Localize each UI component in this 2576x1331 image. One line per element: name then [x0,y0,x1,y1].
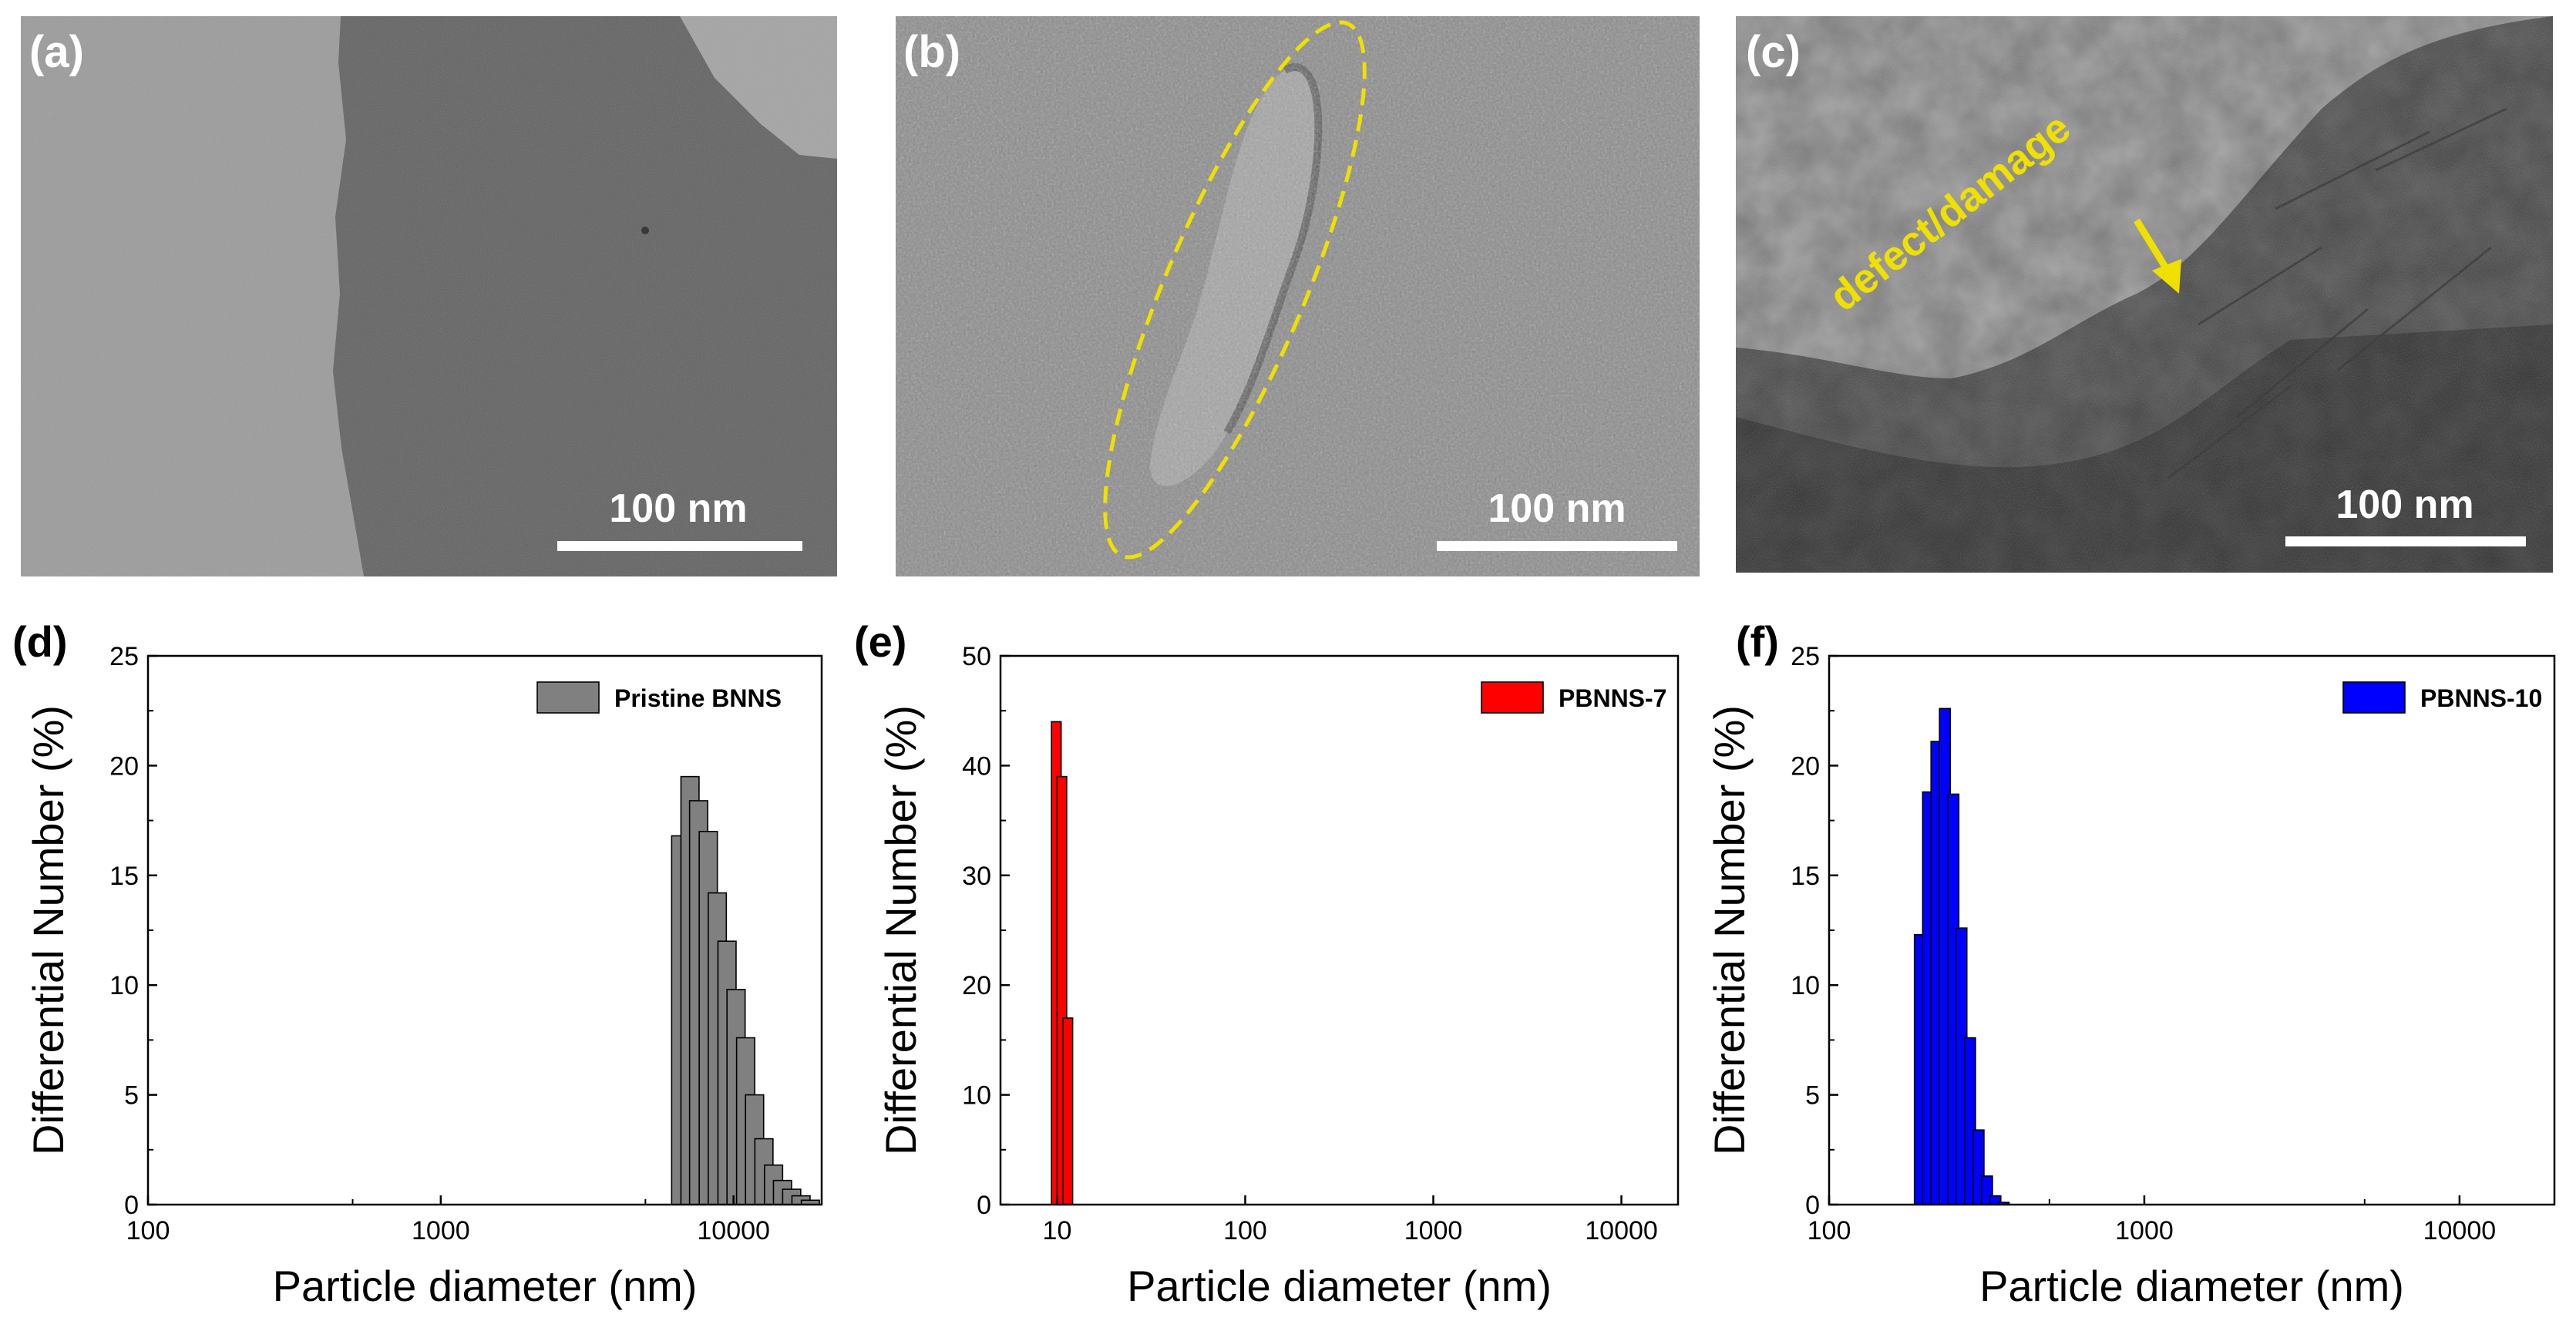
y-tick-label: 50 [962,642,991,671]
x-axis-title: Particle diameter (nm) [1979,1262,2404,1310]
y-tick-label: 40 [962,751,991,781]
legend-label: PBNNS-7 [1559,684,1666,712]
panel-label-d: (d) [12,617,68,666]
scale-bar-label-b: 100 nm [1488,486,1626,531]
y-tick-label: 20 [1791,751,1820,781]
y-tick-label: 20 [109,751,139,781]
x-axis-title: Particle diameter (nm) [273,1262,698,1310]
legend-swatch [1481,681,1544,714]
tem-image-c: defect/damage [1736,16,2553,573]
legend-label: Pristine BNNS [614,684,782,712]
y-tick-label: 10 [1791,971,1820,1000]
legend-swatch [536,681,600,714]
annotation-arrow [2134,218,2181,294]
x-tick-label: 10000 [2423,1216,2497,1245]
x-tick-label: 10 [1043,1216,1072,1245]
scale-bar-c [2285,536,2526,546]
tem-image-b [896,16,1700,576]
legend-swatch [2342,681,2406,714]
y-axis-title: Differential Number (%) [1705,705,1754,1155]
y-tick-label: 5 [124,1081,139,1111]
x-tick-label: 1000 [412,1216,470,1245]
tem-image-a [21,16,837,576]
x-tick-label: 1000 [2115,1216,2174,1245]
panel-label-e: (e) [854,617,907,666]
y-tick-label: 15 [1791,862,1820,891]
highlight-ellipse [1103,20,1367,560]
y-tick-label: 25 [1791,642,1820,671]
y-axis-title: Differential Number (%) [876,705,925,1155]
y-tick-label: 30 [962,862,991,891]
x-tick-label: 100 [1808,1216,1851,1245]
y-tick-label: 0 [124,1191,139,1220]
y-tick-label: 20 [962,971,991,1000]
x-tick-label: 100 [1223,1216,1267,1245]
panel-label-f: (f) [1736,617,1779,666]
x-axis-title: Particle diameter (nm) [1127,1262,1552,1310]
y-tick-label: 5 [1805,1081,1820,1111]
y-tick-label: 10 [109,971,139,1000]
scale-bar-label-a: 100 nm [609,486,748,531]
x-tick-label: 100 [126,1216,170,1245]
scale-bar-b [1437,541,1677,551]
panel-label-b: (b) [903,27,961,77]
y-tick-label: 0 [977,1191,991,1220]
y-tick-label: 0 [1805,1191,1820,1220]
x-tick-label: 10000 [1585,1216,1658,1245]
scale-bar-a [557,541,802,551]
x-tick-label: 10000 [697,1216,770,1245]
scale-bar-label-c: 100 nm [2336,482,2474,527]
panel-label-a: (a) [29,27,84,77]
y-tick-label: 25 [109,642,139,671]
y-tick-label: 15 [109,862,139,891]
x-tick-label: 1000 [1404,1216,1463,1245]
y-tick-label: 10 [962,1081,991,1111]
y-axis-title: Differential Number (%) [24,705,72,1155]
panel-label-c: (c) [1746,27,1801,77]
legend-label: PBNNS-10 [2420,684,2542,712]
